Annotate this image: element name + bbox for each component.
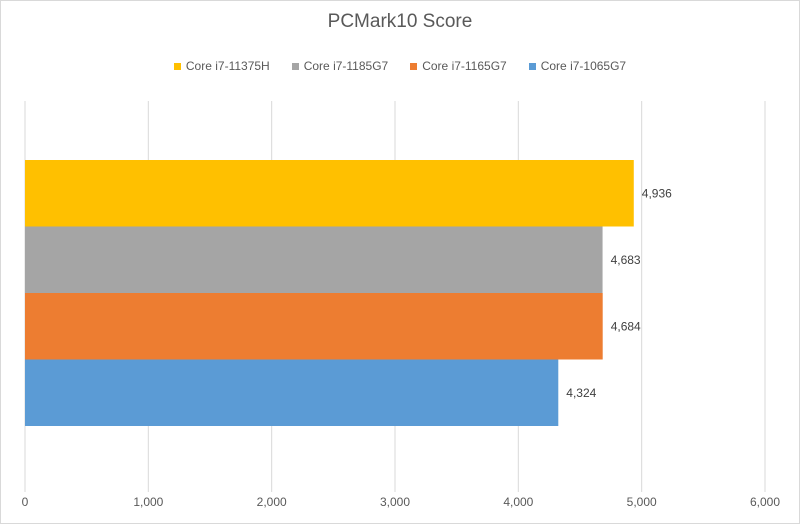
data-label: 4,683 <box>611 253 641 267</box>
data-label: 4,936 <box>642 186 672 200</box>
legend-item: Core i7-1065G7 <box>528 59 627 73</box>
x-tick-label: 5,000 <box>627 495 657 509</box>
legend-label: Core i7-11375H <box>185 59 270 73</box>
legend-label: Core i7-1185G7 <box>303 59 389 73</box>
legend-swatch <box>528 62 536 70</box>
x-tick-label: 6,000 <box>750 495 780 509</box>
bar <box>25 160 634 227</box>
x-tick-label: 1,000 <box>133 495 163 509</box>
bar <box>25 226 603 293</box>
x-tick-label: 4,000 <box>503 495 533 509</box>
legend-item: Core i7-1185G7 <box>291 59 389 73</box>
legend-label: Core i7-1065G7 <box>540 59 627 73</box>
x-tick-label: 3,000 <box>380 495 410 509</box>
data-label: 4,684 <box>611 319 641 333</box>
chart-title: PCMark10 Score <box>327 11 473 32</box>
legend-label: Core i7-1165G7 <box>422 59 507 73</box>
legend-item: Core i7-1165G7 <box>410 59 507 73</box>
bar <box>25 359 559 426</box>
legend-swatch <box>291 62 299 70</box>
legend-swatch <box>410 62 418 70</box>
legend-swatch <box>173 62 181 70</box>
data-label: 4,324 <box>566 386 596 400</box>
x-tick-label: 0 <box>22 495 29 509</box>
legend-item: Core i7-11375H <box>173 59 270 73</box>
legend: Core i7-11375H Core i7-1185G7 Core i7-11… <box>1 59 799 73</box>
bar <box>25 293 603 360</box>
x-tick-label: 2,000 <box>257 495 287 509</box>
